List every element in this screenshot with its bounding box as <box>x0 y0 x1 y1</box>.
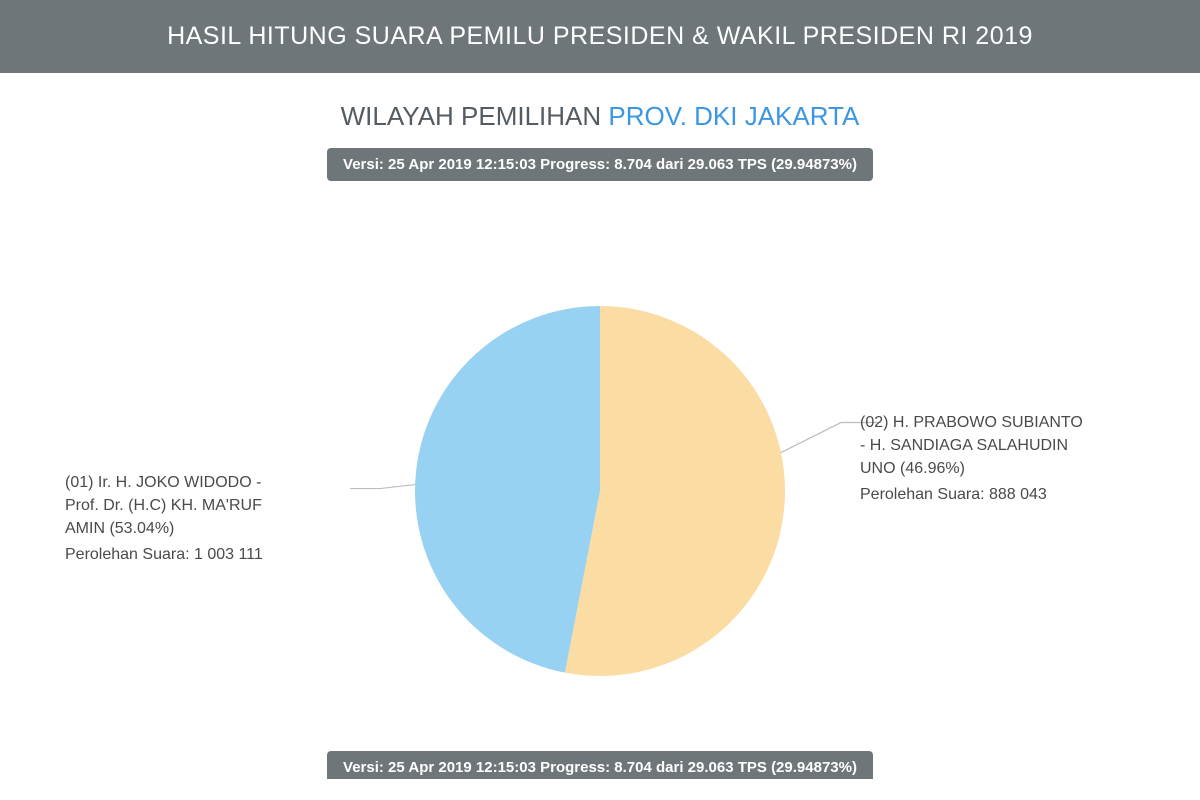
leader-line-left <box>350 485 415 489</box>
region-static-text: WILAYAH PEMILIHAN <box>341 101 609 131</box>
header-title: HASIL HITUNG SUARA PEMILU PRESIDEN & WAK… <box>167 22 1033 50</box>
version-badge-text: Versi: 25 Apr 2019 12:15:03 Progress: 8.… <box>343 156 857 173</box>
callout-01-votes: Perolehan Suara: 1 003 111 <box>65 543 345 566</box>
chart-area: (01) Ir. H. JOKO WIDODO - Prof. Dr. (H.C… <box>20 211 1180 751</box>
version-badge-bottom: Versi: 25 Apr 2019 12:15:03 Progress: 8.… <box>327 751 873 779</box>
callout-02-line1: (02) H. PRABOWO SUBIANTO <box>860 411 1115 434</box>
callout-01-line2: Prof. Dr. (H.C) KH. MA'RUF <box>65 494 345 517</box>
region-subtitle: WILAYAH PEMILIHAN PROV. DKI JAKARTA <box>20 101 1180 132</box>
callout-candidate-01: (01) Ir. H. JOKO WIDODO - Prof. Dr. (H.C… <box>65 471 345 566</box>
callout-candidate-02: (02) H. PRABOWO SUBIANTO - H. SANDIAGA S… <box>860 411 1115 506</box>
version-badge-top: Versi: 25 Apr 2019 12:15:03 Progress: 8.… <box>327 148 873 181</box>
version-badge-bottom-text: Versi: 25 Apr 2019 12:15:03 Progress: 8.… <box>343 759 857 776</box>
callout-01-line1: (01) Ir. H. JOKO WIDODO - <box>65 471 345 494</box>
callout-02-votes: Perolehan Suara: 888 043 <box>860 483 1115 506</box>
pie-slice <box>415 306 600 673</box>
region-link-text[interactable]: PROV. DKI JAKARTA <box>608 101 859 131</box>
header-banner: HASIL HITUNG SUARA PEMILU PRESIDEN & WAK… <box>0 0 1200 73</box>
callout-01-line3: AMIN (53.04%) <box>65 517 345 540</box>
content-area: WILAYAH PEMILIHAN PROV. DKI JAKARTA Vers… <box>0 73 1200 779</box>
callout-02-line2: - H. SANDIAGA SALAHUDIN <box>860 434 1115 457</box>
callout-02-line3: UNO (46.96%) <box>860 457 1115 480</box>
